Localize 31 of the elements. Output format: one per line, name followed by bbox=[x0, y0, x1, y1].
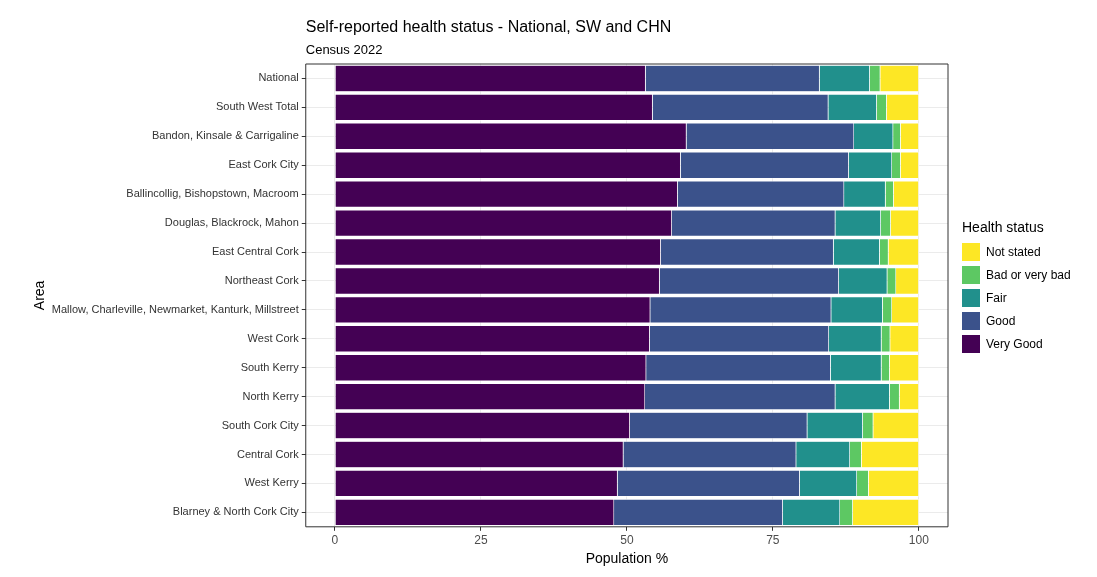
y-axis-title: Area bbox=[31, 280, 48, 311]
chart-subtitle: Census 2022 bbox=[305, 42, 383, 57]
legend-title: Health status bbox=[962, 218, 1045, 235]
y-tick-label: South Kerry bbox=[240, 360, 300, 373]
y-tick-label: Bandon, Kinsale & Carrigaline bbox=[152, 129, 299, 142]
y-tick-label: South Cork City bbox=[221, 418, 300, 431]
y-tick-label: Central Cork bbox=[237, 447, 300, 460]
legend-label: Good bbox=[986, 313, 1016, 328]
y-tick-label: Douglas, Blackrock, Mahon bbox=[164, 216, 299, 229]
x-tick-label: 0 bbox=[331, 533, 339, 548]
y-tick-label: Ballincollig, Bishopstown, Macroom bbox=[126, 187, 299, 200]
y-tick-label: National bbox=[258, 71, 299, 84]
y-tick-label: North Kerry bbox=[242, 389, 300, 402]
y-tick-label: Mallow, Charleville, Newmarket, Kanturk, Millstreet bbox=[51, 302, 299, 315]
y-tick-label: East Central Cork bbox=[211, 245, 300, 258]
x-axis-title: Population % bbox=[585, 550, 669, 567]
legend-label: Bad or very bad bbox=[986, 267, 1071, 282]
legend-label: Very Good bbox=[986, 336, 1043, 351]
x-tick-label: 25 bbox=[474, 533, 488, 548]
x-tick-label: 100 bbox=[908, 533, 930, 548]
chart-title: Self-reported health status - National, SW and CHN bbox=[305, 18, 672, 35]
legend-label: Fair bbox=[986, 290, 1007, 305]
y-tick-label: Blarney & North Cork City bbox=[172, 505, 300, 518]
legend-label: Not stated bbox=[986, 244, 1041, 259]
x-tick-label: 75 bbox=[766, 533, 780, 548]
y-tick-label: West Kerry bbox=[244, 476, 300, 489]
y-tick-label: South West Total bbox=[216, 100, 299, 113]
x-tick-label: 50 bbox=[620, 533, 634, 548]
y-tick-label: East Cork City bbox=[228, 158, 300, 171]
y-tick-label: Northeast Cork bbox=[224, 273, 300, 286]
y-tick-label: West Cork bbox=[247, 331, 300, 344]
